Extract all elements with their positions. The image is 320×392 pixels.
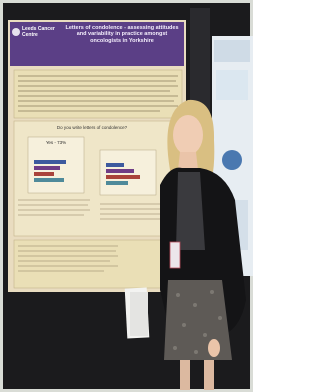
- top: [176, 172, 205, 250]
- hand: [208, 339, 220, 357]
- side-poster-pie: [222, 150, 242, 170]
- scene-drawing: [0, 0, 253, 392]
- poster-answer: Yes - 73%: [36, 140, 76, 145]
- poster-bar: [106, 175, 140, 179]
- poster-bar: [34, 166, 60, 170]
- poster-bar: [34, 178, 64, 182]
- logo-mark: [12, 28, 20, 36]
- neck: [178, 152, 198, 170]
- side-poster-block: [216, 70, 248, 100]
- poster-bar: [106, 169, 134, 173]
- poster-title: Letters of condolence - assessing attitu…: [64, 25, 180, 44]
- chart-panel: [28, 137, 84, 193]
- face: [173, 115, 203, 155]
- poster-bar: [106, 181, 128, 185]
- poster-bar: [106, 163, 124, 167]
- poster-question: Do you write letters of condolence?: [52, 125, 132, 130]
- side-poster-header: [214, 40, 250, 62]
- poster-logo: Leeds Cancer Centre: [22, 27, 56, 39]
- photo: Leeds Cancer Centre Letters of condolenc…: [0, 0, 253, 392]
- lanyard-badge: [170, 242, 180, 268]
- poster-bar: [34, 160, 66, 164]
- leg: [204, 360, 214, 390]
- leg: [180, 360, 190, 390]
- poster-section: [14, 240, 182, 288]
- handouts: [130, 292, 148, 336]
- poster-bar: [34, 172, 54, 176]
